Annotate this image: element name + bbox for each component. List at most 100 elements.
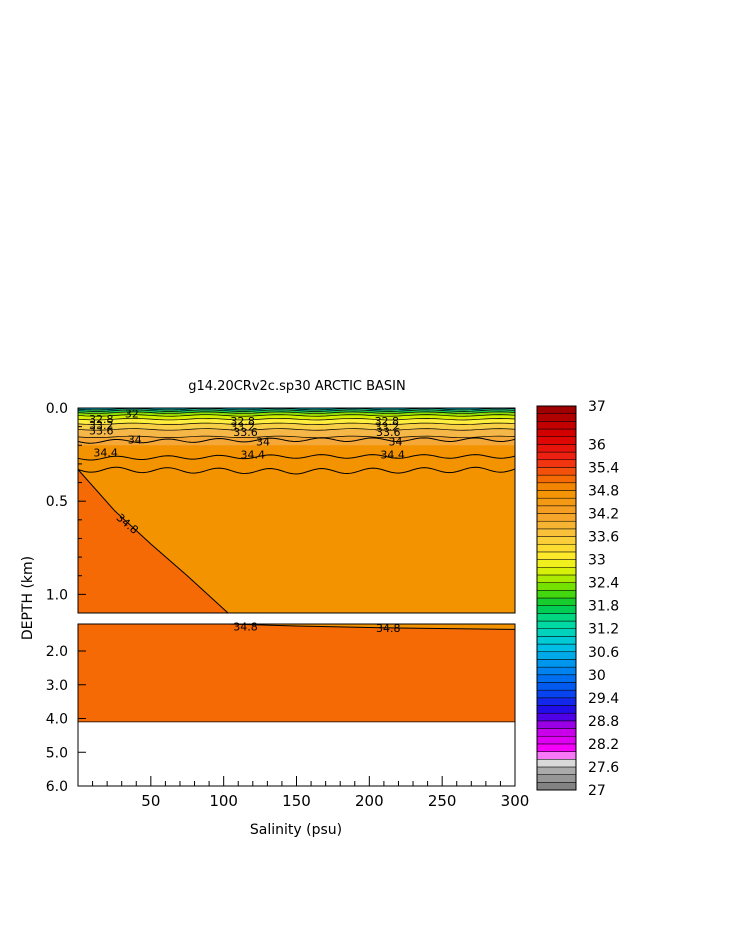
colorbar-swatch: [536, 413, 577, 422]
surface-band: [78, 412, 515, 416]
colorbar-label: 32.4: [588, 576, 619, 592]
surface-contour-line: [77, 411, 516, 414]
surface-band: [78, 409, 515, 411]
y-tick-label: 4.0: [46, 712, 68, 728]
colorbar-swatch: [536, 735, 577, 745]
colorbar-label: 36: [588, 437, 606, 453]
colorbar-swatch: [536, 766, 577, 775]
surface-contour-line: [77, 409, 516, 412]
contour-label: 34: [389, 436, 403, 449]
y-axis-label: DEPTH (km): [20, 556, 36, 640]
colorbar-swatch: [536, 659, 577, 668]
upper-contour-lines: [77, 437, 516, 614]
contour-line-34-4: [77, 466, 516, 475]
x-tick-label: 50: [141, 792, 160, 810]
colorbar-label: 34.2: [588, 507, 619, 523]
contour-line-34: [77, 437, 516, 444]
y-tick-label: 3.0: [46, 678, 68, 694]
colorbar-swatch: [536, 697, 577, 706]
colorbar-swatch: [536, 490, 577, 499]
seafloor-mask: [78, 721, 515, 786]
x-tick-label: 150: [282, 792, 311, 810]
colorbar-swatch: [536, 666, 577, 676]
colorbar-swatch: [536, 682, 577, 691]
colorbar-swatch: [536, 689, 577, 699]
colorbar-label: 30: [588, 668, 606, 684]
contour-label: 34: [256, 436, 270, 449]
colorbar-labels: 37 36 35.4 34.8 34.2 33.6 33 32.4 31.8 31.2 30.6 30…: [588, 399, 619, 799]
colorbar-swatch: [536, 751, 577, 760]
x-tick-label: 300: [501, 792, 530, 810]
lower-panel: 34.8 34.8 2.0 3.0 4.0 5.0 6.0 50 100 150 200 250 3…: [46, 621, 530, 810]
colorbar-swatch: [536, 559, 577, 568]
colorbar-swatch: [536, 428, 577, 437]
colorbar-swatches: [536, 405, 577, 791]
contour-label: 33.2: [375, 421, 400, 434]
contour-label: 34.4: [241, 449, 266, 462]
x-tick-label: 100: [209, 792, 238, 810]
colorbar-swatch: [536, 567, 577, 576]
y-tick-label: 5.0: [46, 745, 68, 761]
surface-band: [78, 408, 515, 410]
colorbar-swatch: [536, 405, 577, 414]
colorbar-swatch: [536, 436, 577, 445]
surface-band: [78, 419, 515, 424]
colorbar-swatch: [536, 651, 577, 660]
y-tick-label: 2.0: [46, 644, 68, 660]
colorbar-label: 27.6: [588, 760, 619, 776]
colorbar-label: 27: [588, 783, 606, 799]
surface-band: [78, 415, 515, 420]
colorbar-swatch: [536, 674, 577, 683]
colorbar: 37 36 35.4 34.8 34.2 33.6 33 32.4 31.8 31.2 30.6 30…: [536, 399, 619, 799]
lower-contour-lines: [78, 623, 516, 723]
contour-label: 34.4: [93, 447, 118, 460]
colorbar-swatch: [536, 728, 577, 737]
y-tick-label: 6.0: [46, 779, 68, 795]
contour-line-34-8-diagonal: [77, 469, 229, 614]
colorbar-label: 30.6: [588, 645, 619, 661]
colorbar-label: 28.2: [588, 737, 619, 753]
x-tick-label: 250: [428, 792, 457, 810]
colorbar-swatch: [536, 759, 577, 768]
colorbar-swatch: [536, 451, 577, 461]
surface-contour-line: [77, 414, 516, 417]
colorbar-swatch: [536, 582, 577, 591]
y-tick-label: 0.5: [46, 494, 68, 510]
upper-y-axis: 0.0 0.5 1.0: [46, 401, 86, 614]
contour-label: 33.6: [89, 424, 114, 437]
contour-label: 33.2: [89, 419, 114, 432]
colorbar-swatch: [536, 643, 577, 653]
surface-contour-lines: [77, 407, 516, 439]
surface-contour-line: [77, 435, 516, 439]
colorbar-swatch: [536, 513, 577, 522]
colorbar-frame: [536, 405, 577, 791]
colorbar-swatch: [536, 474, 577, 484]
contour-line-34-4: [77, 454, 516, 461]
colorbar-swatch: [536, 720, 577, 729]
surface-contour-line: [77, 422, 516, 425]
colorbar-swatch: [536, 421, 577, 430]
contour-label: 34.8: [233, 621, 258, 634]
colorbar-swatch: [536, 520, 577, 530]
surface-band: [78, 429, 515, 437]
contour-label: 34.8: [376, 622, 401, 635]
contour-label: 33.6: [376, 426, 401, 439]
colorbar-swatch: [536, 620, 577, 629]
contour-label: 32: [125, 408, 139, 421]
surface-band: [78, 423, 515, 430]
colorbar-swatch: [536, 628, 577, 637]
lower-panel-deep-region: [78, 624, 515, 722]
colorbar-label: 33: [588, 553, 606, 569]
surface-gradient-bands: [78, 408, 515, 446]
colorbar-swatch: [536, 444, 577, 453]
colorbar-swatch: [536, 543, 577, 553]
x-axis-label: Salinity (psu): [250, 822, 342, 838]
surface-contour-line: [77, 407, 516, 411]
contour-label: 32.8: [230, 415, 255, 428]
x-axis: 50 100 150 200 250 300: [92, 776, 530, 810]
surface-contour-line: [77, 418, 516, 421]
contour-label: 32.8: [375, 415, 400, 428]
contour-label: 34: [128, 434, 142, 447]
